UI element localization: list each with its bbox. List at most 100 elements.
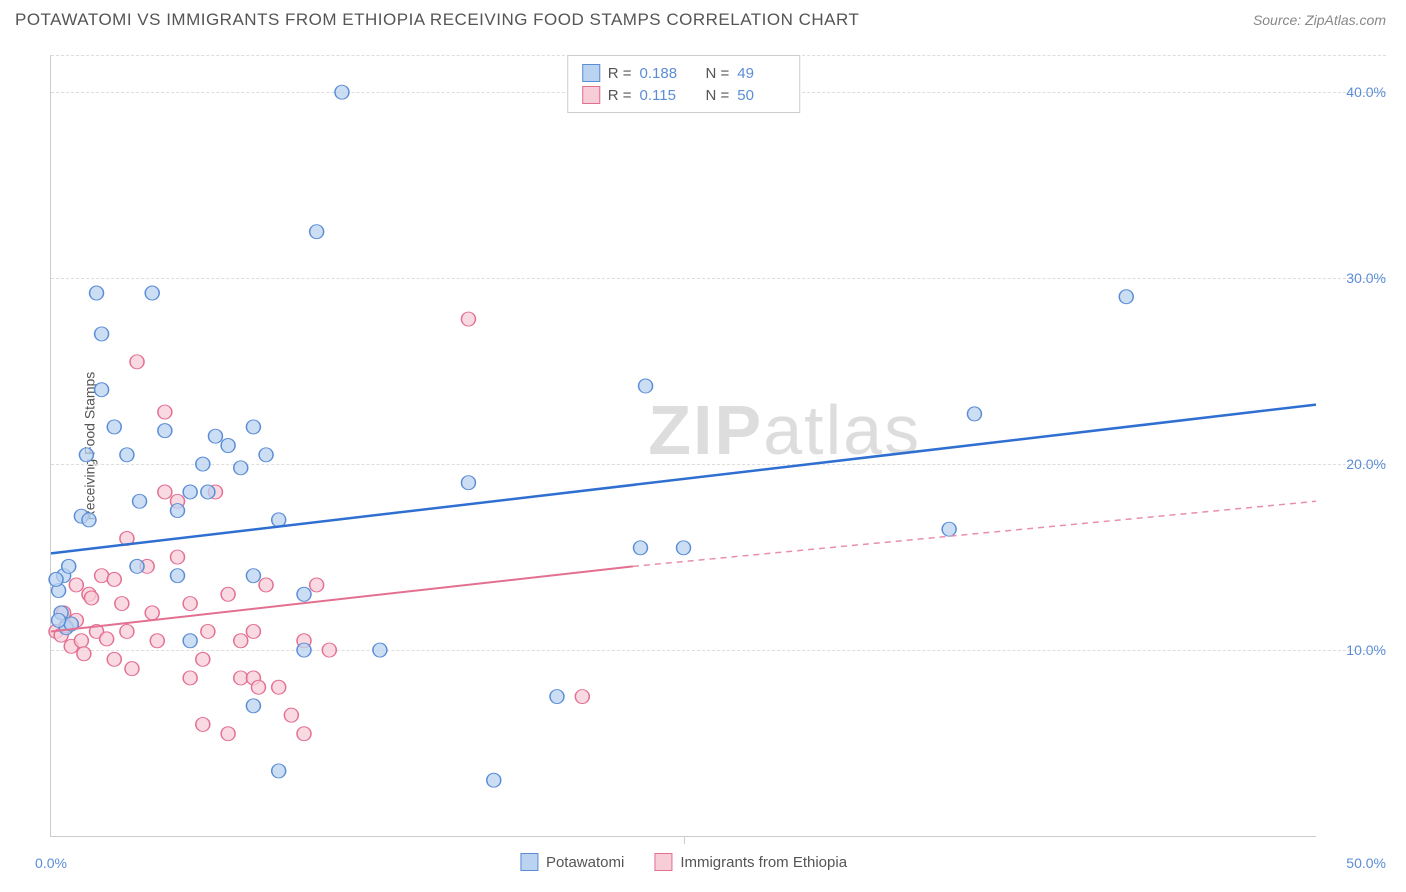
data-point — [461, 312, 475, 326]
data-point — [284, 708, 298, 722]
legend-swatch — [520, 853, 538, 871]
legend-stat-row: R =0.115N =50 — [582, 84, 786, 106]
data-point — [677, 541, 691, 555]
data-point — [62, 559, 76, 573]
data-point — [120, 448, 134, 462]
data-point — [183, 597, 197, 611]
trend-line — [51, 405, 1316, 554]
data-point — [221, 587, 235, 601]
data-point — [575, 690, 589, 704]
data-point — [297, 643, 311, 657]
data-point — [84, 591, 98, 605]
data-point — [251, 680, 265, 694]
data-point — [183, 485, 197, 499]
data-point — [95, 327, 109, 341]
data-point — [171, 550, 185, 564]
legend-swatch — [582, 64, 600, 82]
data-point — [69, 578, 83, 592]
data-point — [259, 578, 273, 592]
data-point — [130, 355, 144, 369]
y-tick-label: 30.0% — [1326, 270, 1386, 286]
data-point — [234, 461, 248, 475]
legend-item: Potawatomi — [520, 853, 624, 871]
data-point — [196, 457, 210, 471]
data-point — [115, 597, 129, 611]
data-point — [639, 379, 653, 393]
y-tick-label: 40.0% — [1326, 84, 1386, 100]
data-point — [310, 225, 324, 239]
data-point — [196, 717, 210, 731]
data-point — [52, 613, 66, 627]
data-point — [74, 634, 88, 648]
data-point — [221, 727, 235, 741]
data-point — [125, 662, 139, 676]
data-point — [246, 420, 260, 434]
data-point — [297, 727, 311, 741]
data-point — [942, 522, 956, 536]
data-point — [95, 569, 109, 583]
y-tick-label: 10.0% — [1326, 642, 1386, 658]
data-point — [158, 424, 172, 438]
data-point — [145, 606, 159, 620]
data-point — [183, 671, 197, 685]
data-point — [221, 439, 235, 453]
trend-line — [51, 566, 633, 631]
r-value: 0.115 — [640, 87, 688, 104]
data-point — [150, 634, 164, 648]
legend-label: Potawatomi — [546, 854, 624, 871]
r-label: R = — [608, 65, 632, 82]
data-point — [100, 632, 114, 646]
n-value: 49 — [737, 65, 785, 82]
data-point — [145, 286, 159, 300]
data-point — [107, 652, 121, 666]
data-point — [550, 690, 564, 704]
legend-swatch — [582, 86, 600, 104]
n-label: N = — [706, 65, 730, 82]
data-point — [234, 634, 248, 648]
data-point — [77, 647, 91, 661]
r-value: 0.188 — [640, 65, 688, 82]
data-point — [49, 572, 63, 586]
scatter-svg — [51, 55, 1316, 836]
y-tick-label: 20.0% — [1326, 456, 1386, 472]
chart-title: POTAWATOMI VS IMMIGRANTS FROM ETHIOPIA R… — [15, 10, 859, 30]
data-point — [107, 420, 121, 434]
legend-label: Immigrants from Ethiopia — [680, 854, 847, 871]
data-point — [487, 773, 501, 787]
data-point — [201, 624, 215, 638]
data-point — [171, 569, 185, 583]
data-point — [95, 383, 109, 397]
data-point — [183, 634, 197, 648]
legend-item: Immigrants from Ethiopia — [654, 853, 847, 871]
legend-swatch — [654, 853, 672, 871]
data-point — [201, 485, 215, 499]
data-point — [79, 448, 93, 462]
data-point — [461, 476, 475, 490]
x-tick-mid — [684, 836, 685, 844]
n-value: 50 — [737, 87, 785, 104]
data-point — [107, 572, 121, 586]
data-point — [120, 624, 134, 638]
data-point — [208, 429, 222, 443]
data-point — [633, 541, 647, 555]
data-point — [196, 652, 210, 666]
data-point — [297, 587, 311, 601]
legend-stat-row: R = 0.188 N = 49 — [582, 62, 786, 84]
data-point — [246, 624, 260, 638]
data-point — [130, 559, 144, 573]
data-point — [310, 578, 324, 592]
data-point — [90, 286, 104, 300]
data-point — [967, 407, 981, 421]
legend-correlation-stats: R = 0.188 N = 49 R =0.115N =50 — [567, 55, 801, 113]
x-tick-0: 0.0% — [35, 855, 67, 871]
chart-plot-area: ZIPatlas 10.0%20.0%30.0%40.0% R =0.188N … — [50, 55, 1316, 837]
data-point — [246, 699, 260, 713]
data-point — [246, 569, 260, 583]
data-point — [373, 643, 387, 657]
data-point — [133, 494, 147, 508]
legend-series: Potawatomi Immigrants from Ethiopia — [520, 853, 847, 871]
data-point — [158, 405, 172, 419]
chart-source: Source: ZipAtlas.com — [1253, 12, 1386, 28]
data-point — [82, 513, 96, 527]
data-point — [171, 504, 185, 518]
